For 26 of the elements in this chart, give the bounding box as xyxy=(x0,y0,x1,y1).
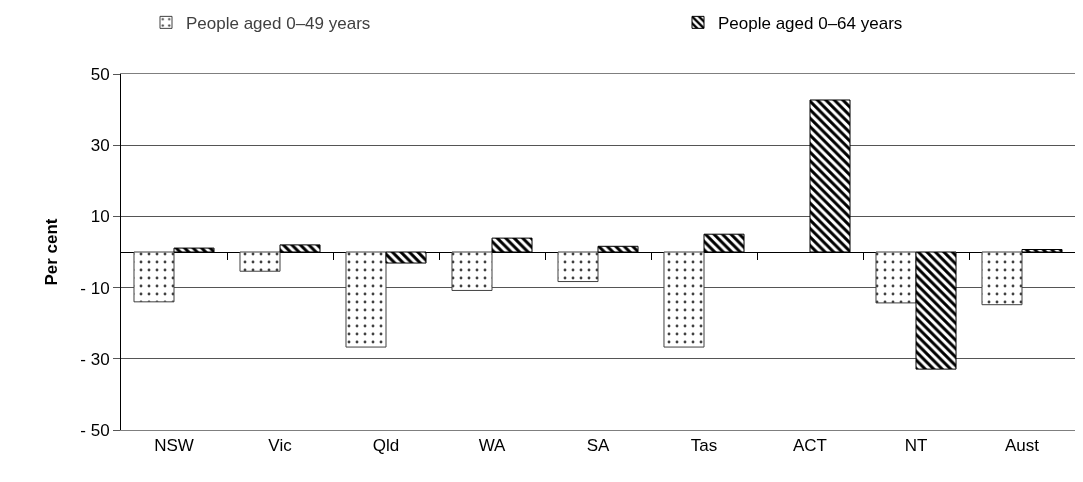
bar xyxy=(557,251,599,283)
y-tick-label: 30 xyxy=(90,136,110,156)
x-tick-label: Aust xyxy=(1004,436,1040,456)
bar xyxy=(875,251,917,304)
text: People aged 0–49 years xyxy=(186,14,371,33)
y-axis-title: Per cent xyxy=(41,218,61,286)
y-tick-label: 50 xyxy=(90,64,110,84)
x-tick-label: WA xyxy=(478,436,507,456)
x-tick-label: NSW xyxy=(154,436,194,456)
x-tick-label: ACT xyxy=(793,436,827,456)
bar xyxy=(133,251,175,303)
y-tick-label: - 50 xyxy=(80,420,110,440)
bar xyxy=(981,251,1023,306)
bar xyxy=(345,251,387,348)
x-tick-label: NT xyxy=(904,436,928,456)
x-tick-label: SA xyxy=(586,436,610,456)
bar xyxy=(451,251,493,291)
x-tick-label: Qld xyxy=(372,436,400,456)
y-tick-label: 10 xyxy=(90,207,110,227)
x-tick-label: Tas xyxy=(690,436,718,456)
x-tick-label: Vic xyxy=(268,436,293,456)
bar xyxy=(663,251,705,348)
y-tick-label: - 30 xyxy=(80,349,110,369)
y-tick-label: - 10 xyxy=(80,278,110,298)
bar xyxy=(239,251,281,272)
text: People aged 0–64 years xyxy=(718,14,903,33)
